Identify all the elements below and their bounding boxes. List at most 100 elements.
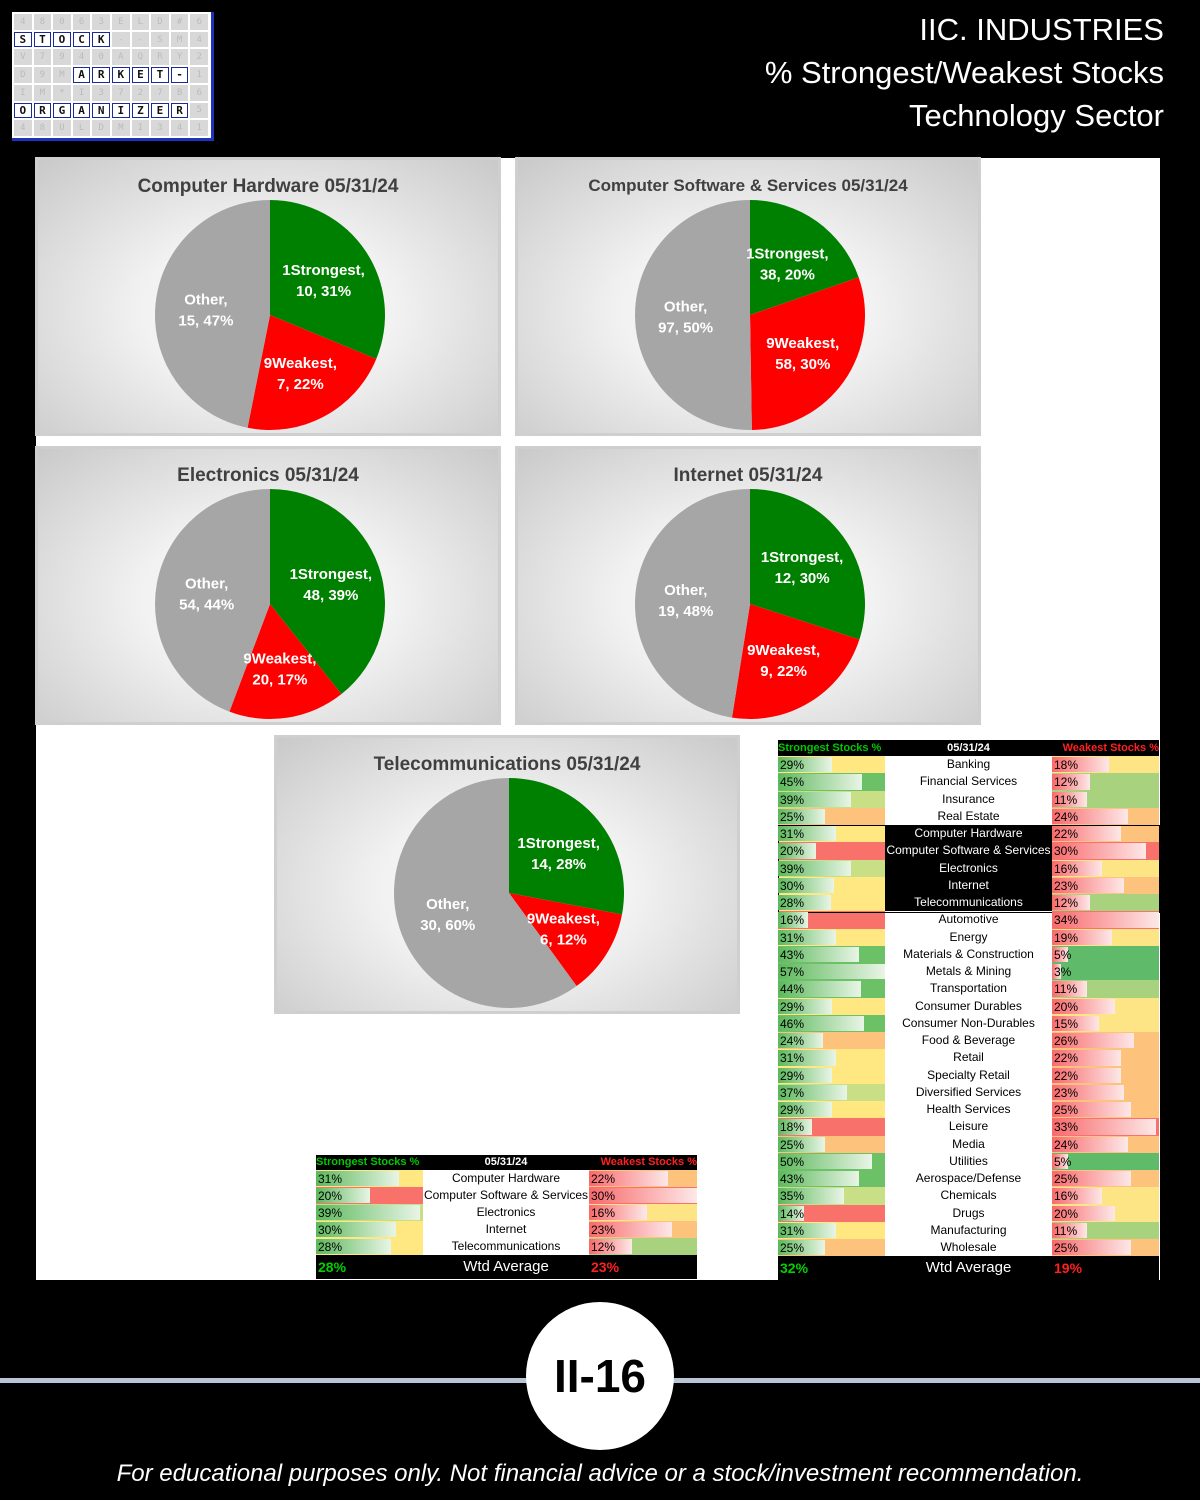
weak-cell: 30% — [1052, 842, 1159, 860]
pie-chart-internet: 1Strongest, 12, 30% 9Weakest, 9, 22% Other, 1… — [518, 449, 978, 722]
weak-bar — [1052, 1222, 1087, 1238]
weak-cell: 33% — [1052, 1118, 1159, 1136]
weak-pct: 22% — [1054, 1068, 1079, 1083]
weak-bar — [1052, 826, 1122, 842]
table-row: 25% Media 24% — [778, 1135, 1159, 1153]
weak-cell: 5% — [1052, 945, 1159, 963]
logo-letter: L — [72, 120, 91, 136]
weak-cell: 22% — [1052, 1049, 1159, 1067]
weak-cell: 20% — [1052, 997, 1159, 1015]
weak-pct: 22% — [1054, 1051, 1079, 1066]
weak-bar — [1052, 774, 1090, 790]
strong-pct: 39% — [780, 792, 805, 807]
industry-label: Computer Software & Services — [885, 842, 1052, 860]
data-label-name: Other, — [426, 896, 469, 913]
logo-letter: E — [151, 102, 169, 119]
pie-slice-1strongest — [750, 489, 865, 640]
logo-letter: M — [53, 67, 71, 83]
weak-pct: 5% — [1054, 947, 1072, 962]
table-row: 25% Real Estate 24% — [778, 807, 1159, 825]
logo-letter: 7 — [112, 84, 130, 101]
data-label-name: 1Strongest, — [282, 262, 365, 279]
logo-letter: B — [170, 84, 189, 101]
logo-letter: E — [112, 14, 130, 30]
weak-bar — [589, 1239, 633, 1254]
industry-label: Media — [885, 1135, 1052, 1153]
data-label-value: 58, 30% — [775, 356, 830, 373]
chart-title: Electronics 05/31/24 — [177, 465, 359, 486]
industry-label: Automotive — [885, 911, 1052, 929]
header-date: 05/31/24 — [484, 1156, 528, 1168]
logo-letter: 4 — [14, 14, 32, 30]
logo-letter: 4 — [190, 31, 208, 48]
weak-bar — [1052, 912, 1159, 928]
table-row: 30% Internet 23% — [316, 1221, 697, 1238]
strong-bar — [778, 1084, 848, 1100]
header-date: 05/31/24 — [947, 742, 990, 754]
industry-label: Consumer Durables — [885, 997, 1052, 1015]
weak-pct: 23% — [591, 1223, 616, 1237]
data-label-name: 9Weakest, — [243, 651, 316, 668]
strong-cell: 39% — [778, 790, 885, 808]
data-label-value: 14, 28% — [531, 856, 586, 873]
weak-pct: 12% — [1054, 775, 1079, 790]
weak-bar — [1052, 1188, 1103, 1204]
strong-cell: 28% — [316, 1238, 423, 1255]
weak-pct: 11% — [1054, 1223, 1078, 1238]
footer-label: Wtd Average — [925, 1259, 1012, 1277]
logo-letter: 8 — [33, 120, 52, 136]
data-label-name: Other, — [185, 575, 228, 592]
chart-title: Internet 05/31/24 — [673, 465, 823, 486]
table-row: 20% Computer Software & Services 30% — [778, 842, 1159, 860]
data-label-value: 30, 60% — [420, 917, 475, 934]
strong-pct: 28% — [780, 896, 805, 910]
sector-summary-table: Strongest Stocks % 05/31/24 Weakest Stocks… — [316, 1155, 697, 1279]
strong-cell: 45% — [778, 773, 885, 791]
report-canvas: 1Strongest, 10, 31% 9Weakest, 7, 22% Other, 1… — [36, 158, 1160, 1280]
chart-title: Computer Hardware 05/31/24 — [137, 176, 399, 197]
weak-pct: 24% — [1054, 809, 1079, 824]
strong-cell: 24% — [778, 1032, 885, 1050]
strong-pct: 20% — [318, 1189, 343, 1203]
pie-slice-9weakest — [229, 604, 342, 719]
industry-label: Real Estate — [885, 807, 1052, 825]
data-label-value: 48, 39% — [303, 587, 358, 604]
pie-chart-computer-hardware: 1Strongest, 10, 31% 9Weakest, 7, 22% Other, 1… — [38, 160, 498, 433]
weak-bar — [1052, 946, 1068, 962]
logo-letter: R — [151, 49, 169, 66]
industry-label: Transportation — [885, 980, 1052, 998]
table-row: 31% Manufacturing 11% — [778, 1221, 1159, 1239]
strong-pct: 37% — [780, 1085, 805, 1100]
weak-cell: 25% — [1052, 1101, 1159, 1119]
weak-cell: 24% — [1052, 1135, 1159, 1153]
strong-pct: 31% — [780, 827, 805, 841]
strong-bar — [778, 929, 837, 945]
header-title: IIC. INDUSTRIES — [919, 12, 1164, 47]
industry-label: Aerospace/Defense — [885, 1170, 1052, 1188]
weak-bar — [1052, 791, 1087, 807]
footer-strongest-avg: 32% — [780, 1260, 809, 1277]
logo-letter: R — [92, 67, 110, 83]
strong-pct: 25% — [780, 1137, 805, 1152]
weak-cell: 22% — [1052, 1066, 1159, 1084]
table-header-row: Strongest Stocks % 05/31/24 Weakest Stocks… — [316, 1155, 697, 1170]
strong-bar — [778, 1222, 837, 1238]
table-row: 30% Internet 23% — [778, 876, 1159, 894]
table-row: 28% Telecommunications 12% — [316, 1238, 697, 1255]
industry-label: Computer Software & Services — [423, 1187, 589, 1204]
industry-label: Specialty Retail — [885, 1066, 1052, 1084]
table-row: 37% Diversified Services 23% — [778, 1083, 1159, 1101]
weak-bar — [1052, 877, 1125, 893]
strong-pct: 30% — [780, 878, 805, 893]
header-weakest: Weakest Stocks % — [600, 1156, 697, 1168]
logo-letter: 4 — [14, 120, 32, 136]
pie-slice-other — [634, 200, 752, 431]
weak-cell: 16% — [589, 1204, 697, 1221]
weak-bar — [1052, 929, 1112, 945]
data-label-name: 1Strongest, — [517, 835, 600, 852]
table-row: 44% Transportation 11% — [778, 980, 1159, 998]
strong-pct: 18% — [780, 1120, 805, 1135]
table-row: 43% Materials & Construction 5% — [778, 945, 1159, 963]
logo-letter: D — [14, 67, 32, 83]
table-row: 29% Consumer Durables 20% — [778, 997, 1159, 1015]
